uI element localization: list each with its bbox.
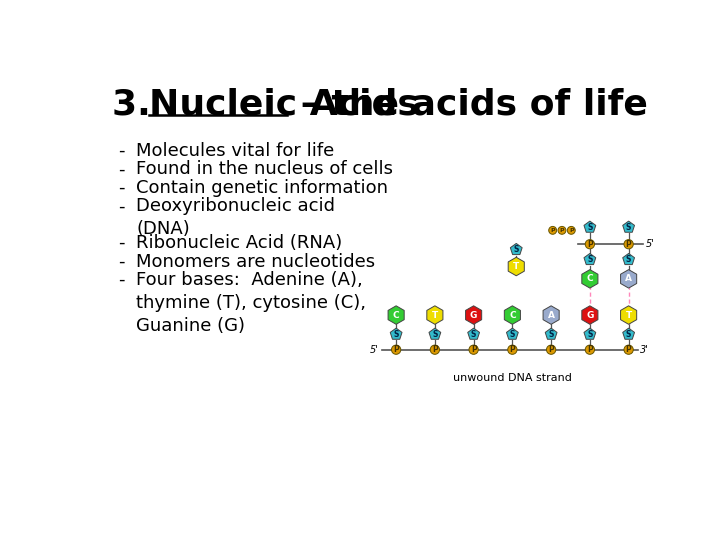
Text: T: T xyxy=(513,262,519,271)
Text: P: P xyxy=(548,345,554,354)
Text: C: C xyxy=(509,310,516,320)
Polygon shape xyxy=(584,221,595,232)
Polygon shape xyxy=(390,328,402,339)
Polygon shape xyxy=(582,269,598,288)
Polygon shape xyxy=(584,328,595,339)
Text: T: T xyxy=(432,310,438,320)
Text: P: P xyxy=(510,345,516,354)
Text: P: P xyxy=(393,345,399,354)
Polygon shape xyxy=(545,328,557,339)
Polygon shape xyxy=(623,328,634,339)
Text: Deoxyribonucleic acid
(DNA): Deoxyribonucleic acid (DNA) xyxy=(137,197,336,238)
Text: S: S xyxy=(510,330,515,339)
Text: S: S xyxy=(588,255,593,264)
Circle shape xyxy=(431,345,439,354)
Text: -: - xyxy=(118,253,125,271)
Text: G: G xyxy=(586,310,593,320)
Circle shape xyxy=(567,226,575,234)
Text: P: P xyxy=(550,228,555,233)
Text: Monomers are nucleotides: Monomers are nucleotides xyxy=(137,253,376,271)
Text: P: P xyxy=(587,345,593,354)
Text: S: S xyxy=(626,330,631,339)
Text: Molecules vital for life: Molecules vital for life xyxy=(137,142,335,160)
Circle shape xyxy=(508,345,517,354)
Text: C: C xyxy=(587,274,593,284)
Text: S: S xyxy=(432,330,438,339)
Polygon shape xyxy=(584,253,595,265)
Text: S: S xyxy=(588,330,593,339)
Circle shape xyxy=(585,240,595,249)
Text: S: S xyxy=(471,330,477,339)
Text: unwound DNA strand: unwound DNA strand xyxy=(453,373,572,383)
Polygon shape xyxy=(621,306,636,325)
Text: P: P xyxy=(432,345,438,354)
Text: P: P xyxy=(559,228,564,233)
Text: Four bases:  Adenine (A),
thymine (T), cytosine (C),
Guanine (G): Four bases: Adenine (A), thymine (T), cy… xyxy=(137,271,366,335)
Text: P: P xyxy=(587,240,593,249)
Text: Ribonucleic Acid (RNA): Ribonucleic Acid (RNA) xyxy=(137,234,343,252)
Text: S: S xyxy=(393,330,399,339)
Text: -: - xyxy=(118,142,125,160)
Text: S: S xyxy=(626,255,631,264)
Polygon shape xyxy=(466,306,482,325)
Circle shape xyxy=(624,240,634,249)
Text: 5': 5' xyxy=(370,345,379,355)
Polygon shape xyxy=(543,306,559,325)
Polygon shape xyxy=(506,328,518,339)
Text: -: - xyxy=(118,234,125,252)
Polygon shape xyxy=(621,269,636,288)
Text: Found in the nucleus of cells: Found in the nucleus of cells xyxy=(137,160,394,178)
Text: 3.: 3. xyxy=(112,88,176,122)
Text: -: - xyxy=(118,271,125,289)
Text: 5': 5' xyxy=(646,239,654,249)
Text: S: S xyxy=(549,330,554,339)
Text: 3': 3' xyxy=(640,345,649,355)
Text: -: - xyxy=(118,179,125,197)
Circle shape xyxy=(546,345,556,354)
Text: C: C xyxy=(393,310,400,320)
Text: -: - xyxy=(118,197,125,215)
Text: P: P xyxy=(626,345,631,354)
Circle shape xyxy=(469,345,478,354)
Circle shape xyxy=(585,345,595,354)
Polygon shape xyxy=(427,306,443,325)
Text: A: A xyxy=(625,274,632,284)
Polygon shape xyxy=(510,244,522,254)
Text: P: P xyxy=(471,345,477,354)
Polygon shape xyxy=(623,253,634,265)
Polygon shape xyxy=(508,257,524,276)
Text: T: T xyxy=(626,310,631,320)
Text: Nucleic Acids: Nucleic Acids xyxy=(149,88,419,122)
Circle shape xyxy=(392,345,401,354)
Text: – the acids of life: – the acids of life xyxy=(289,88,648,122)
Polygon shape xyxy=(582,306,598,325)
Text: S: S xyxy=(588,223,593,232)
Text: P: P xyxy=(569,228,574,233)
Text: A: A xyxy=(548,310,554,320)
Text: S: S xyxy=(513,245,519,254)
Text: S: S xyxy=(626,223,631,232)
Polygon shape xyxy=(429,328,441,339)
Polygon shape xyxy=(623,221,634,232)
Text: -: - xyxy=(118,160,125,178)
Text: Contain genetic information: Contain genetic information xyxy=(137,179,389,197)
Polygon shape xyxy=(468,328,480,339)
Circle shape xyxy=(549,226,557,234)
Circle shape xyxy=(558,226,566,234)
Polygon shape xyxy=(504,306,521,325)
Text: P: P xyxy=(626,240,631,249)
Circle shape xyxy=(624,345,634,354)
Polygon shape xyxy=(388,306,404,325)
Text: G: G xyxy=(470,310,477,320)
